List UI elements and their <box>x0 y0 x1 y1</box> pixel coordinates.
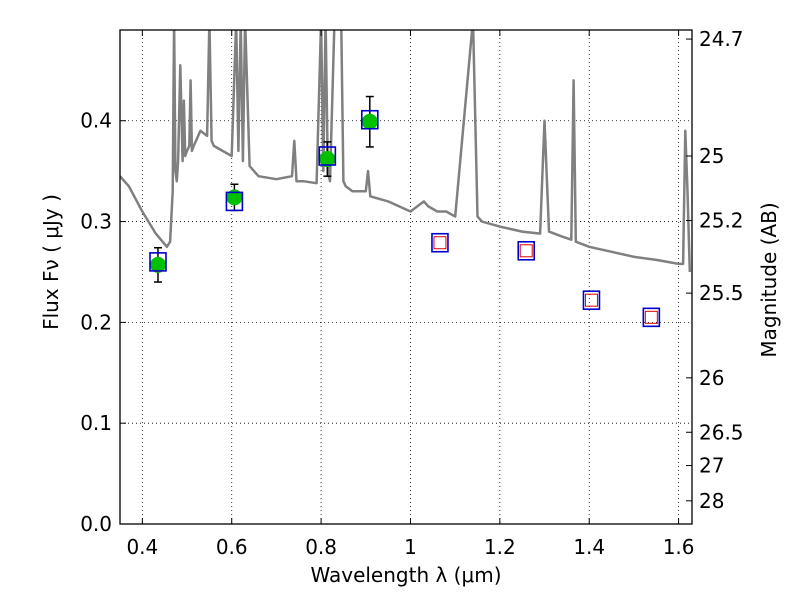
x-tick-label: 1.4 <box>573 535 605 559</box>
data-points-layer <box>149 95 661 328</box>
y2-axis-label: Magnitude (AB) <box>757 202 781 357</box>
x-tick-label: 1 <box>404 535 417 559</box>
y-tick-label: 0.4 <box>80 109 112 133</box>
green-circle-marker <box>361 113 378 130</box>
x-tick-label: 0.6 <box>216 535 248 559</box>
y2-tick-label: 27 <box>699 454 724 478</box>
y-axis-label: Flux Fν ( μJy ) <box>39 194 63 330</box>
y2-axis-ticks: 24.7 25 25.2 25.5 26 26.5 27 28 <box>686 27 744 513</box>
y2-tick-label: 26.5 <box>699 420 744 444</box>
y2-tick-label: 25.5 <box>699 281 744 305</box>
spectrum-layer <box>120 30 692 273</box>
y2-tick-label: 26 <box>699 366 724 390</box>
y-axis-ticks: 0.0 0.1 0.2 0.3 0.4 <box>80 109 126 536</box>
y-tick-label: 0.3 <box>80 210 112 234</box>
y-tick-label: 0.1 <box>80 411 112 435</box>
blue-square-marker <box>318 146 337 166</box>
blue-square-marker <box>642 307 661 328</box>
y2-tick-label: 24.7 <box>699 27 744 51</box>
blue-square-marker <box>431 232 449 253</box>
x-tick-label: 0.4 <box>126 535 158 559</box>
blue-square-marker <box>225 191 244 212</box>
y2-tick-label: 28 <box>699 489 724 513</box>
x-tick-label: 0.8 <box>305 535 337 559</box>
red-square-marker <box>433 236 447 250</box>
red-square-marker <box>584 293 598 307</box>
y-tick-label: 0.2 <box>80 310 112 334</box>
y2-tick-label: 25 <box>699 144 724 168</box>
blue-square-marker <box>517 240 536 261</box>
y2-tick-label: 25.2 <box>699 209 744 233</box>
plot-frame <box>119 29 693 525</box>
red-square-marker <box>519 244 533 258</box>
blue-square-marker <box>582 290 601 310</box>
x-tick-label: 1.2 <box>484 535 516 559</box>
grid-lines <box>120 30 692 525</box>
red-square-marker <box>644 310 658 324</box>
y-tick-label: 0.0 <box>80 512 112 536</box>
x-axis-label: Wavelength λ (μm) <box>310 563 501 587</box>
x-axis-ticks: 0.4 0.6 0.8 1 1.2 1.4 1.6 <box>126 30 695 559</box>
spectrum-line <box>120 30 692 273</box>
x-tick-label: 1.6 <box>663 535 695 559</box>
blue-square-marker <box>149 252 167 272</box>
blue-square-marker <box>361 109 379 130</box>
